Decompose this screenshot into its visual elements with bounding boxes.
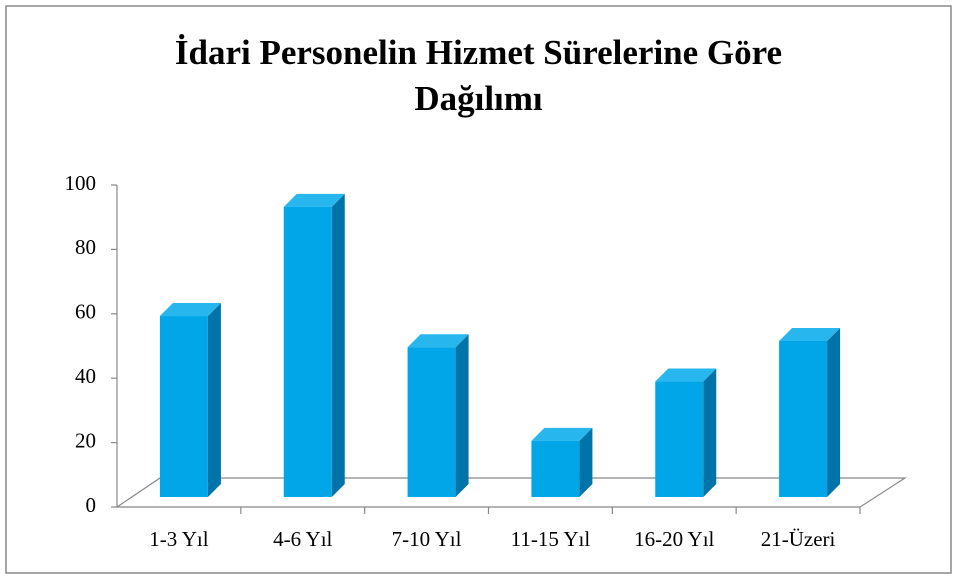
y-tick-label: 20 bbox=[75, 428, 96, 452]
y-tick-label: 60 bbox=[75, 300, 96, 324]
y-tick-label: 100 bbox=[65, 171, 97, 195]
bar-top bbox=[283, 193, 345, 207]
bar-top bbox=[655, 368, 717, 382]
x-tick-label: 16-20 Yıl bbox=[634, 527, 714, 551]
bar-front bbox=[407, 347, 456, 497]
bar-front bbox=[531, 440, 580, 497]
x-tick-label: 11-15 Yıl bbox=[511, 527, 591, 551]
bar-top bbox=[779, 328, 841, 341]
bar bbox=[159, 303, 221, 497]
bar-front bbox=[159, 316, 208, 497]
bar-side bbox=[579, 427, 593, 497]
y-tick-label: 40 bbox=[75, 364, 96, 388]
bar bbox=[407, 334, 469, 497]
bar-side bbox=[207, 303, 221, 497]
bar-side bbox=[703, 368, 717, 497]
x-tick-label: 4-6 Yıl bbox=[273, 527, 332, 551]
bar-side bbox=[827, 328, 841, 497]
bar bbox=[779, 328, 841, 497]
x-tick-label: 1-3 Yıl bbox=[149, 527, 208, 551]
y-tick-label: 80 bbox=[75, 235, 96, 259]
bar-top bbox=[159, 303, 221, 317]
bar-front bbox=[283, 206, 332, 497]
bar-side bbox=[455, 334, 469, 497]
bar-side bbox=[331, 193, 345, 497]
bar-top bbox=[407, 334, 469, 348]
bar bbox=[283, 193, 345, 497]
bar-front bbox=[655, 381, 704, 497]
bar bbox=[655, 368, 717, 497]
chart-title: İdari Personelin Hizmet Sürelerine Göre … bbox=[174, 33, 783, 118]
bar bbox=[531, 427, 593, 497]
bar-front bbox=[779, 341, 828, 497]
y-tick-label: 0 bbox=[86, 493, 97, 517]
x-tick-label: 7-10 Yıl bbox=[392, 527, 462, 551]
bar-top bbox=[531, 427, 593, 441]
x-tick-label: 21-Üzeri bbox=[761, 527, 836, 551]
